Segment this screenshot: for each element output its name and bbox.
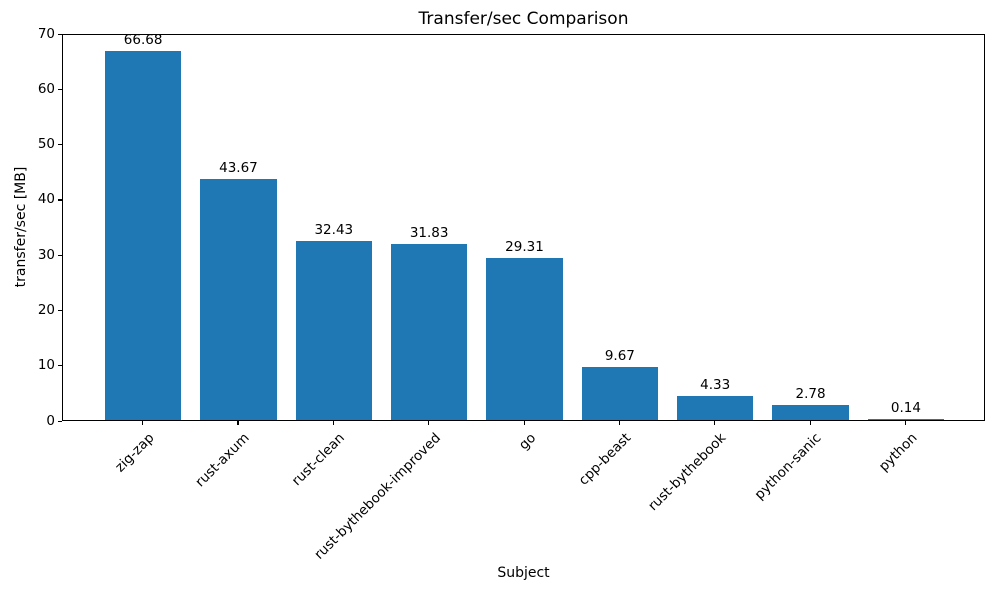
plot-area: 66.68 43.67 32.43 31.83 29.31 9.67 4.33 2.78 0.1… bbox=[62, 32, 985, 421]
bar bbox=[391, 244, 468, 420]
x-tick-label: rust-axum bbox=[192, 430, 253, 491]
bar-value-label: 0.14 bbox=[890, 400, 921, 416]
y-tick-mark bbox=[58, 309, 62, 312]
x-tick-mark bbox=[618, 421, 621, 425]
chart-title: Transfer/sec Comparison bbox=[418, 9, 629, 29]
x-tick-mark bbox=[714, 421, 716, 425]
y-tick-mark bbox=[58, 88, 62, 90]
x-tick-mark bbox=[142, 421, 144, 425]
y-tick-label: 30 bbox=[37, 246, 55, 263]
x-axis-label: Subject bbox=[497, 565, 550, 581]
x-tick-label: rust-clean bbox=[288, 430, 349, 490]
bar-value-label: 4.33 bbox=[700, 377, 731, 394]
x-tick-label: python-sanic bbox=[751, 430, 825, 503]
x-tick-mark bbox=[237, 421, 239, 425]
x-tick-label: rust-bythebook bbox=[645, 430, 730, 515]
y-tick-mark bbox=[58, 420, 62, 422]
y-tick-mark bbox=[58, 365, 62, 367]
x-tick-label: cpp-beast bbox=[575, 430, 635, 489]
y-tick-mark bbox=[58, 33, 62, 35]
bar-value-label: 32.43 bbox=[314, 221, 354, 238]
y-tick-mark bbox=[58, 254, 62, 256]
x-tick-label: go bbox=[515, 430, 539, 454]
bar-value-label: 9.67 bbox=[604, 347, 635, 364]
y-tick-label: 10 bbox=[37, 357, 55, 374]
bar bbox=[200, 178, 277, 420]
bar-value-label: 2.78 bbox=[795, 385, 826, 402]
y-axis-label: transfer/sec [MB] bbox=[13, 166, 29, 288]
x-tick-mark bbox=[523, 421, 525, 425]
y-tick-mark bbox=[58, 144, 62, 146]
y-tick-label: 20 bbox=[37, 301, 55, 318]
bar bbox=[677, 396, 754, 420]
y-tick-label: 0 bbox=[46, 412, 55, 429]
x-tick-mark bbox=[332, 421, 334, 425]
x-tick-mark bbox=[428, 421, 430, 425]
y-tick-label: 50 bbox=[37, 136, 55, 153]
x-tick-label: zig-zap bbox=[112, 430, 158, 476]
y-tick-label: 60 bbox=[37, 80, 55, 97]
bar bbox=[104, 51, 182, 420]
bar-value-label: 43.67 bbox=[219, 159, 258, 176]
bar-value-label: 29.31 bbox=[505, 238, 544, 255]
bar bbox=[581, 366, 658, 420]
y-tick-label: 70 bbox=[37, 25, 55, 42]
bar bbox=[486, 257, 563, 420]
bar bbox=[867, 419, 945, 420]
bar bbox=[772, 404, 849, 420]
y-tick-label: 40 bbox=[37, 191, 55, 208]
x-tick-mark bbox=[904, 421, 907, 425]
bar bbox=[295, 240, 372, 420]
bar-value-label: 31.83 bbox=[409, 225, 449, 242]
x-tick-mark bbox=[809, 421, 811, 425]
y-tick-mark bbox=[58, 199, 62, 201]
x-tick-label: python bbox=[875, 430, 921, 475]
bar-value-label: 66.68 bbox=[123, 32, 163, 49]
